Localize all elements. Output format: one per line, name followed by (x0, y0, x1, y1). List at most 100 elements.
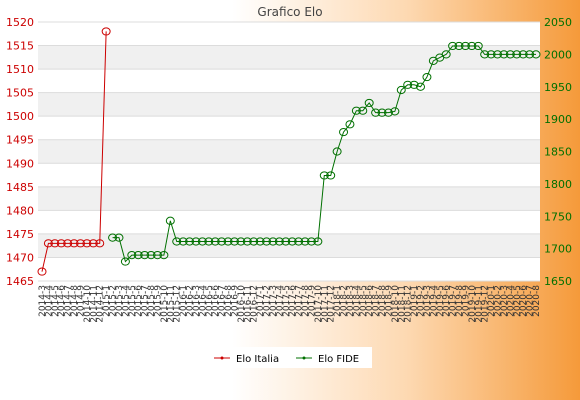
data-point (306, 237, 316, 246)
data-point (172, 237, 182, 246)
x-tick-label: 2018-10 (391, 285, 401, 323)
x-tick-label: 2014-11 (89, 285, 99, 323)
data-point (210, 237, 220, 246)
data-point (377, 108, 387, 117)
x-tick-label: 2015-6 (134, 285, 144, 317)
y-left-tick-label: 1490 (6, 157, 34, 170)
x-tick-label: 2015-2 (109, 285, 119, 317)
x-tick-label: 2018-9 (384, 285, 394, 317)
x-tick-label: 2017-4 (275, 285, 285, 317)
legend-box (208, 347, 372, 368)
data-point (249, 237, 259, 246)
data-point (525, 50, 535, 59)
data-point (480, 50, 490, 59)
x-tick-label: 2014-4 (44, 285, 54, 317)
x-tick-label: 2020-6 (519, 285, 529, 317)
y-left-tick-label: 1505 (6, 87, 34, 100)
x-tick-label: 2014-5 (51, 285, 61, 317)
x-tick-label: 2017-8 (301, 285, 311, 317)
x-tick-label: 2015-4 (121, 285, 131, 317)
data-point (383, 108, 393, 117)
data-point (326, 171, 336, 180)
legend-label: Elo Italia (236, 354, 279, 365)
data-point (127, 251, 137, 260)
x-tick-label: 2016-12 (250, 285, 260, 323)
x-tick-label: 2020-5 (513, 285, 523, 317)
x-tick-label: 2020-4 (506, 285, 516, 317)
x-tick-label: 2015-11 (166, 285, 176, 323)
x-tick-label: 2017-10 (314, 285, 324, 323)
data-point (518, 50, 528, 59)
data-point (486, 50, 496, 59)
grid-band (38, 186, 540, 211)
x-tick-label: 2018-5 (359, 285, 369, 317)
x-tick-label: 2015-7 (141, 285, 151, 317)
x-tick-label: 2016-8 (224, 285, 234, 317)
x-tick-label: 2014-12 (96, 285, 106, 323)
data-point (229, 237, 239, 246)
data-point (505, 50, 515, 59)
data-point (441, 50, 451, 59)
data-point (332, 147, 342, 156)
data-point (262, 237, 272, 246)
y-right-tick-label: 1800 (544, 178, 572, 191)
data-point (140, 251, 150, 260)
x-tick-label: 2019-7 (449, 285, 459, 317)
x-tick-label: 2015-3 (115, 285, 125, 317)
x-tick-label: 2016-11 (243, 285, 253, 323)
data-point (120, 257, 130, 266)
y-left-tick-label: 1520 (6, 16, 34, 29)
x-tick-label: 2019-6 (442, 285, 452, 317)
x-tick-label: 2015-8 (147, 285, 157, 317)
data-point (345, 120, 355, 129)
data-point (63, 239, 73, 248)
data-point (108, 233, 118, 242)
y-left-tick-label: 1510 (6, 63, 34, 76)
x-tick-label: 2016-2 (186, 285, 196, 317)
x-tick-label: 2015-1 (102, 285, 112, 317)
legend-label: Elo FIDE (318, 354, 359, 365)
y-right-tick-label: 1850 (544, 146, 572, 159)
data-point (152, 251, 162, 260)
x-tick-label: 2017-7 (295, 285, 305, 317)
x-tick-label: 2019-10 (468, 285, 478, 323)
grid-band (38, 45, 540, 70)
data-point (274, 237, 284, 246)
data-point (364, 98, 374, 108)
x-tick-label: 2018-1 (333, 285, 343, 317)
x-tick-label: 2019-1 (410, 285, 420, 317)
x-tick-label: 2014-9 (76, 285, 86, 317)
data-point (300, 237, 310, 246)
x-tick-label: 2020-3 (500, 285, 510, 317)
x-tick-label: 2019-5 (436, 285, 446, 317)
x-tick-label: 2018-7 (372, 285, 382, 317)
data-point (339, 127, 349, 137)
x-tick-label: 2019-3 (423, 285, 433, 317)
x-tick-label: 2017-11 (320, 285, 330, 323)
data-point (56, 239, 66, 248)
x-tick-label: 2018-8 (378, 285, 388, 317)
x-tick-label: 2019-2 (417, 285, 427, 317)
data-point (101, 27, 111, 36)
x-tick-label: 2018-6 (365, 285, 375, 317)
x-tick-label: 2017-5 (282, 285, 292, 317)
x-tick-label: 2018-12 (404, 285, 414, 323)
data-point (403, 80, 413, 89)
y-left-tick-label: 1465 (6, 275, 34, 288)
y-left-tick-label: 1470 (6, 251, 34, 264)
x-tick-label: 2016-6 (211, 285, 221, 317)
x-tick-label: 2016-4 (198, 285, 208, 317)
data-point (358, 106, 368, 115)
data-point (268, 237, 278, 246)
x-tick-label: 2019-4 (429, 285, 439, 317)
x-tick-label: 2020-7 (526, 285, 536, 317)
x-tick-label: 2015-9 (153, 285, 163, 317)
x-tick-label: 2014-3 (38, 285, 48, 317)
y-left-tick-label: 1500 (6, 110, 34, 123)
y-right-tick-label: 1700 (544, 243, 572, 256)
x-tick-label: 2018-11 (397, 285, 407, 323)
data-point (165, 216, 175, 225)
x-tick-label: 2016-7 (218, 285, 228, 317)
x-tick-label: 2019-11 (474, 285, 484, 323)
